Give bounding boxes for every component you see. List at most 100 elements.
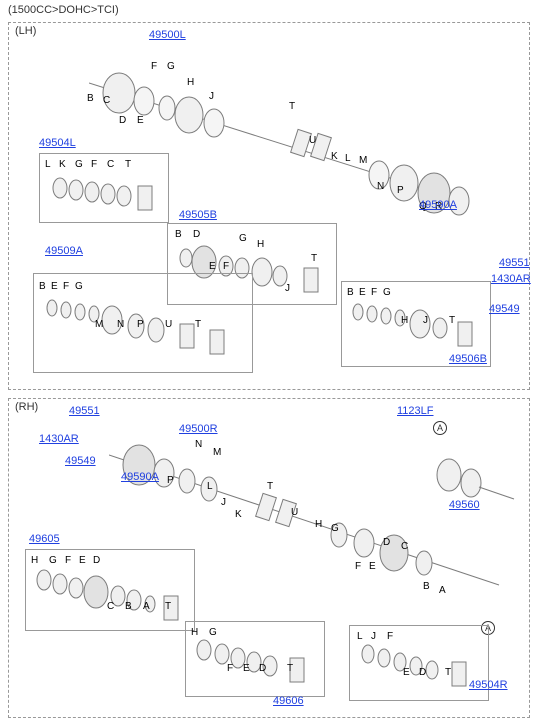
part-link-49504R[interactable]: 49504R	[469, 679, 508, 691]
s2-J: J	[285, 283, 290, 294]
subbox-49606	[185, 621, 325, 697]
subbox-49504R	[349, 625, 489, 701]
part-link-49549-lh[interactable]: 49549	[489, 303, 520, 315]
part-link-49590A-lh[interactable]: 49590A	[419, 199, 457, 211]
rs1-E: E	[79, 555, 86, 566]
rs2-G: G	[209, 627, 217, 638]
letter-B: B	[87, 93, 94, 104]
part-link-49506B[interactable]: 49506B	[449, 353, 487, 365]
letter-C: C	[103, 95, 110, 106]
part-link-49605[interactable]: 49605	[29, 533, 60, 545]
rs1-D: D	[93, 555, 100, 566]
part-link-49606[interactable]: 49606	[273, 695, 304, 707]
part-link-49551-rh[interactable]: 49551	[69, 405, 100, 417]
rs1-B: B	[125, 601, 132, 612]
rs3-L: L	[357, 631, 363, 642]
rL-P: P	[167, 475, 174, 486]
section-rh-box: (RH) 49551 1430AR 49549 49500R 1123LF	[8, 398, 530, 718]
letter-J: J	[209, 91, 214, 102]
rL-H: H	[315, 519, 322, 530]
s4-H: H	[401, 315, 408, 326]
rs3-D: D	[419, 667, 426, 678]
rs1-G: G	[49, 555, 57, 566]
rs3-E: E	[403, 667, 410, 678]
letter-L: L	[345, 153, 351, 164]
rL-J: J	[221, 497, 226, 508]
sub4-assembly	[348, 298, 484, 358]
rL-T: T	[267, 481, 273, 492]
rL-A: A	[439, 585, 446, 596]
marker-A-top: A	[433, 421, 447, 435]
part-link-49504L[interactable]: 49504L	[39, 137, 76, 149]
rs1-H: H	[31, 555, 38, 566]
letter-P: P	[397, 185, 404, 196]
letter-F: F	[151, 61, 157, 72]
rs1-A: A	[143, 601, 150, 612]
s2-B: B	[175, 229, 182, 240]
letter-H: H	[187, 77, 194, 88]
s2-H: H	[257, 239, 264, 250]
s3-N: N	[117, 319, 124, 330]
rL-N: N	[195, 439, 202, 450]
part-link-1430AR-rh[interactable]: 1430AR	[39, 433, 79, 445]
rL-B: B	[423, 581, 430, 592]
rs3-J: J	[371, 631, 376, 642]
rL-L: L	[207, 481, 213, 492]
letter-K: K	[331, 151, 338, 162]
part-link-49509A[interactable]: 49509A	[45, 245, 83, 257]
s1-K: K	[59, 159, 66, 170]
letter-D: D	[119, 115, 126, 126]
rs2-D: D	[259, 663, 266, 674]
s2-G: G	[239, 233, 247, 244]
s3-B: B	[39, 281, 46, 292]
s4-B: B	[347, 287, 354, 298]
part-link-49500R[interactable]: 49500R	[179, 423, 218, 435]
rL-C: C	[401, 541, 408, 552]
s1-C: C	[107, 159, 114, 170]
s1-F: F	[91, 159, 97, 170]
s2-F: F	[223, 261, 229, 272]
s3-P: P	[137, 319, 144, 330]
letter-E: E	[137, 115, 144, 126]
rs3-F: F	[387, 631, 393, 642]
section-lh-label: (LH)	[15, 25, 36, 37]
rh-sub2-assembly	[192, 636, 320, 690]
part-link-49549-rh[interactable]: 49549	[65, 455, 96, 467]
section-rh-label: (RH)	[15, 401, 38, 413]
s3-E: E	[51, 281, 58, 292]
s3-U: U	[165, 319, 172, 330]
rs1-F: F	[65, 555, 71, 566]
s3-M: M	[95, 319, 103, 330]
s4-E: E	[359, 287, 366, 298]
s3-F: F	[63, 281, 69, 292]
rL-F: F	[355, 561, 361, 572]
section-lh-box: (LH) 49500	[8, 22, 530, 390]
rL-U: U	[291, 507, 298, 518]
rs1-T: T	[165, 601, 171, 612]
part-link-49500L[interactable]: 49500L	[149, 29, 186, 41]
rs3-T: T	[445, 667, 451, 678]
s4-J: J	[423, 315, 428, 326]
letter-T: T	[289, 101, 295, 112]
s2-D: D	[193, 229, 200, 240]
s2-E: E	[209, 261, 216, 272]
letter-G: G	[167, 61, 175, 72]
rs2-H: H	[191, 627, 198, 638]
part-link-1430AR-lh[interactable]: 1430AR	[491, 273, 531, 285]
part-link-49590A-rh[interactable]: 49590A	[121, 471, 159, 483]
part-link-1123LF[interactable]: 1123LF	[397, 405, 434, 417]
s4-F: F	[371, 287, 377, 298]
letter-M: M	[359, 155, 367, 166]
engine-spec-label: (1500CC>DOHC>TCI)	[8, 4, 119, 16]
rh-sub1-assembly	[32, 564, 190, 624]
rs2-T: T	[287, 663, 293, 674]
rs2-F: F	[227, 663, 233, 674]
part-link-49551-lh[interactable]: 49551	[499, 257, 530, 269]
letter-U: U	[309, 135, 316, 146]
part-link-49505B[interactable]: 49505B	[179, 209, 217, 221]
letter-N: N	[377, 181, 384, 192]
s2-T: T	[311, 253, 317, 264]
rL-K: K	[235, 509, 242, 520]
s3-G: G	[75, 281, 83, 292]
part-link-49560[interactable]: 49560	[449, 499, 480, 511]
